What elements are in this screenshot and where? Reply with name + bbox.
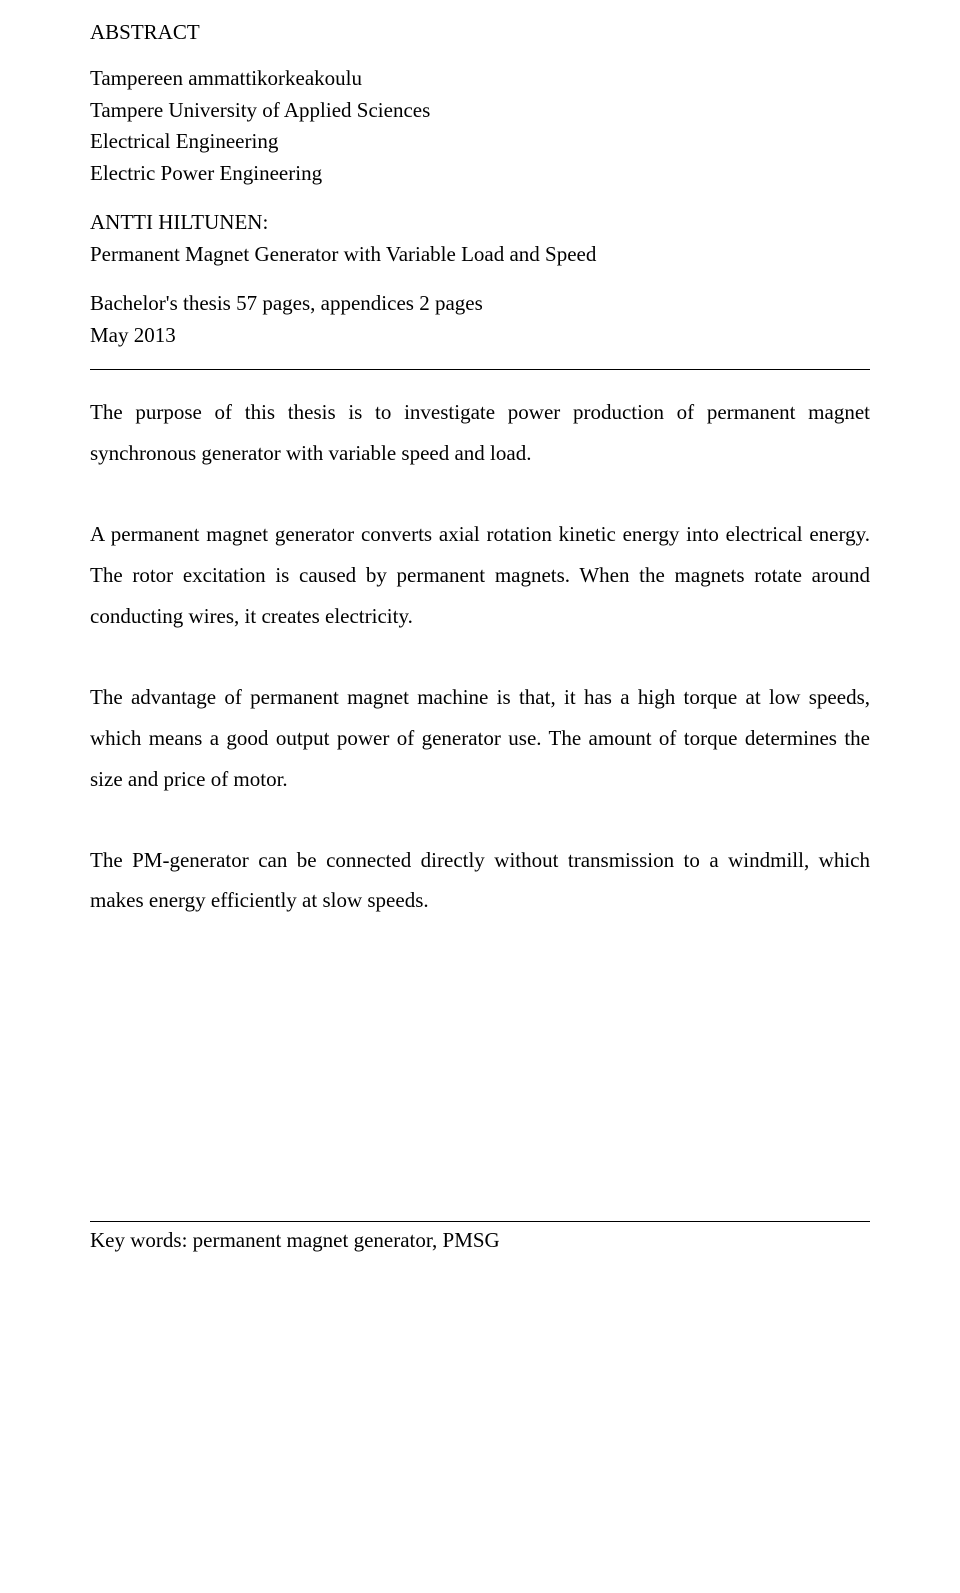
author-title-block: ANTTI HILTUNEN: Permanent Magnet Generat…	[90, 207, 870, 270]
thesis-meta-block: Bachelor's thesis 57 pages, appendices 2…	[90, 288, 870, 351]
thesis-title-line: Permanent Magnet Generator with Variable…	[90, 239, 870, 271]
section-heading: ABSTRACT	[90, 20, 870, 45]
author-line: ANTTI HILTUNEN:	[90, 207, 870, 239]
institution-line: Electric Power Engineering	[90, 158, 870, 190]
divider-rule	[90, 369, 870, 370]
institution-line: Tampereen ammattikorkeakoulu	[90, 63, 870, 95]
pages-line: Bachelor's thesis 57 pages, appendices 2…	[90, 288, 870, 320]
abstract-page: ABSTRACT Tampereen ammattikorkeakoulu Ta…	[0, 0, 960, 1293]
abstract-paragraph: The purpose of this thesis is to investi…	[90, 392, 870, 474]
keywords-line: Key words: permanent magnet generator, P…	[90, 1228, 870, 1253]
abstract-paragraph: The PM-generator can be connected direct…	[90, 840, 870, 922]
institution-line: Tampere University of Applied Sciences	[90, 95, 870, 127]
institution-line: Electrical Engineering	[90, 126, 870, 158]
institution-block: Tampereen ammattikorkeakoulu Tampere Uni…	[90, 63, 870, 189]
keywords-rule	[90, 1221, 870, 1222]
date-line: May 2013	[90, 320, 870, 352]
abstract-paragraph: A permanent magnet generator converts ax…	[90, 514, 870, 637]
abstract-paragraph: The advantage of permanent magnet machin…	[90, 677, 870, 800]
